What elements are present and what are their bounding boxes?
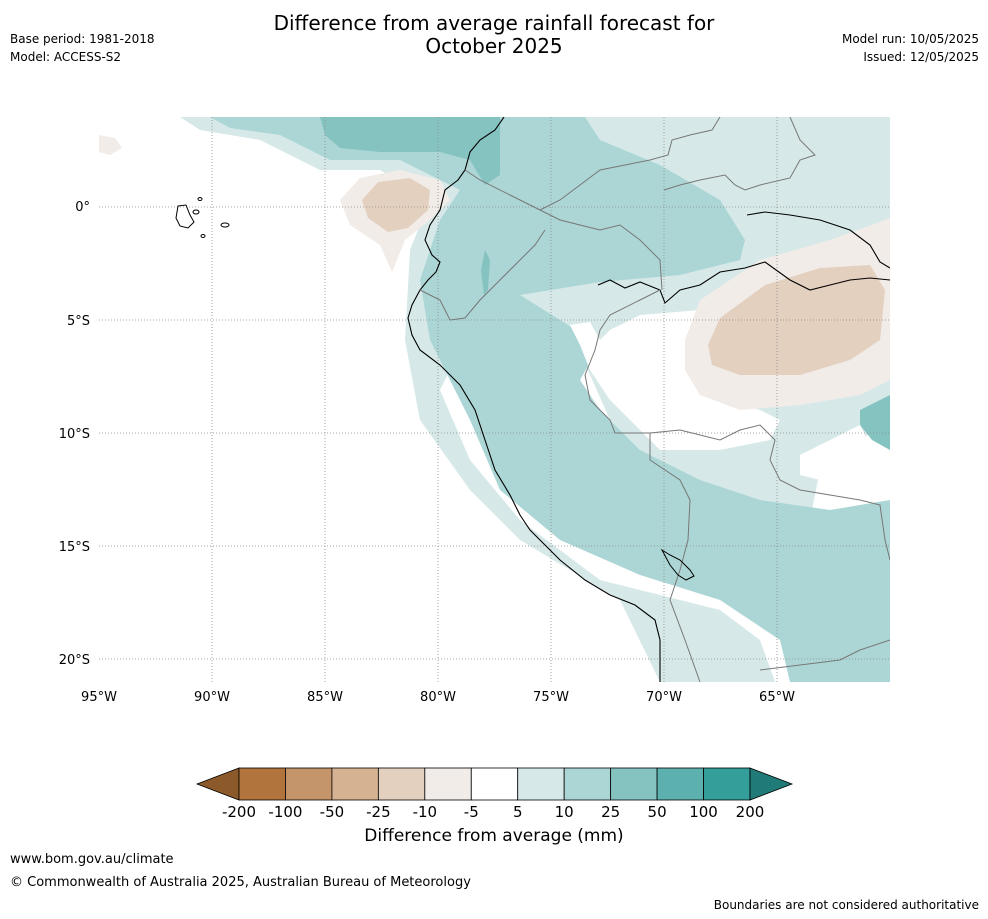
colorbar-tick-label: -100 <box>268 803 302 821</box>
colorbar-tick-label: 50 <box>648 803 667 821</box>
colorbar-tick-label: 200 <box>736 803 765 821</box>
lat-tick-4: 20°S <box>59 653 90 668</box>
amazon-river <box>597 261 890 304</box>
anomaly-band-10-25 <box>210 117 890 682</box>
lon-tick-5: 70°W <box>646 690 682 705</box>
lon-tick-3: 80°W <box>420 690 456 705</box>
colorbar-swatch <box>610 767 658 801</box>
colorbar-swatch <box>377 767 426 801</box>
colorbar-swatch <box>285 767 333 801</box>
anomaly-band-25-50-east <box>860 395 890 450</box>
colorbar-tick-label: 100 <box>689 803 718 821</box>
lon-tick-4: 75°W <box>533 690 569 705</box>
galapagos-islands <box>175 197 230 238</box>
title-line-2: October 2025 <box>425 34 563 58</box>
colorbar-tick-label: -50 <box>320 803 345 821</box>
northeast-coast <box>746 211 890 269</box>
anomaly-neutral-interior <box>570 310 780 450</box>
country-borders <box>419 117 890 682</box>
colorbar-tick-label: -10 <box>413 803 438 821</box>
footer-copyright: © Commonwealth of Australia 2025, Austra… <box>10 875 471 890</box>
coastline <box>407 117 661 682</box>
model-run-date: Model run: 10/05/2025 <box>841 32 979 46</box>
colorbar-swatch <box>470 767 519 801</box>
colorbar-swatch <box>238 767 286 801</box>
colorbar-tick-label: -200 <box>222 803 256 821</box>
colorbar-tick-label: -5 <box>464 803 479 821</box>
colorbar-swatch <box>331 767 379 801</box>
colorbar-swatch <box>656 767 704 801</box>
colorbar <box>195 767 794 801</box>
colorbar-label: Difference from average (mm) <box>364 826 624 846</box>
model-name: Model: ACCESS-S2 <box>10 50 122 64</box>
lon-tick-2: 85°W <box>307 690 343 705</box>
colorbar-swatch <box>424 767 472 801</box>
anomaly-band-25-50-strip <box>481 250 490 295</box>
anomaly-neutral-east <box>800 425 870 480</box>
lat-tick-1: 5°S <box>67 314 90 329</box>
longitude-labels: 95°W 90°W 85°W 80°W 75°W 70°W 65°W <box>81 690 795 705</box>
anomaly-band-25-50-north <box>320 117 500 185</box>
footer-note: Boundaries are not considered authoritat… <box>713 898 979 912</box>
anomaly-dry-east-inner <box>708 265 885 375</box>
anomaly-dry-offshore-inner <box>362 178 430 232</box>
lake-titicaca <box>660 548 695 581</box>
colorbar-tick-label: -25 <box>366 803 391 821</box>
lat-tick-2: 10°S <box>59 427 90 442</box>
colorbar-tick-label: 25 <box>601 803 620 821</box>
issued-date: Issued: 12/05/2025 <box>863 50 979 64</box>
colorbar-swatch <box>517 767 565 801</box>
lat-tick-3: 15°S <box>59 540 90 555</box>
meta-left: Base period: 1981-2018 Model: ACCESS-S2 <box>10 30 155 66</box>
lon-tick-1: 90°W <box>194 690 230 705</box>
gridlines <box>99 117 890 682</box>
footer-url: www.bom.gov.au/climate <box>10 852 174 867</box>
colorbar-tick-label: 10 <box>555 803 574 821</box>
lon-tick-6: 65°W <box>759 690 795 705</box>
colorbar-swatch <box>703 767 751 801</box>
colorbar-swatch <box>563 767 612 801</box>
colorbar-arrow-high <box>749 767 794 801</box>
colorbar-arrow-low <box>195 767 240 801</box>
map-title: Difference from average rainfall forecas… <box>0 12 988 58</box>
anomaly-dry-northwest <box>99 135 122 155</box>
title-line-1: Difference from average rainfall forecas… <box>273 11 715 35</box>
base-period: Base period: 1981-2018 <box>10 32 155 46</box>
meta-right: Model run: 10/05/2025 Issued: 12/05/2025 <box>842 30 979 66</box>
colorbar-tick-label: 5 <box>513 803 523 821</box>
rainfall-anomaly-layer <box>99 117 890 682</box>
lon-tick-0: 95°W <box>81 690 117 705</box>
colorbar-ticks: -200 -100 -50 -25 -10 -5 5 10 25 50 100 200 <box>222 803 764 821</box>
latitude-labels: 0° 5°S 10°S 15°S 20°S <box>59 200 90 668</box>
lat-tick-0: 0° <box>75 200 90 215</box>
